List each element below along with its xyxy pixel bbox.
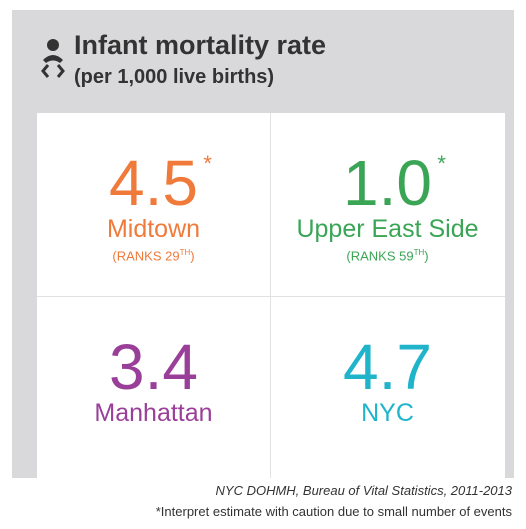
cell: 4.7 NYC bbox=[271, 335, 504, 427]
area-name: Midtown bbox=[106, 215, 201, 243]
value-row: 1.0 * bbox=[271, 151, 504, 215]
divider bbox=[37, 296, 505, 297]
title: Infant mortality rate bbox=[74, 30, 327, 60]
rank-text: (RANKS 59 bbox=[346, 248, 414, 264]
asterisk: * bbox=[437, 151, 446, 176]
cell: 4.5 * Midtown (RANKS 29TH) bbox=[37, 151, 270, 266]
rank-close: ) bbox=[190, 248, 195, 264]
grid: 4.5 * Midtown (RANKS 29TH) 1.0 * Upper East Si… bbox=[37, 113, 505, 478]
area-name: Upper East Side bbox=[296, 215, 479, 243]
rank-text: (RANKS 29 bbox=[112, 248, 180, 264]
cell: 3.4 Manhattan bbox=[37, 335, 270, 427]
divider bbox=[270, 113, 271, 478]
rank-ordinal: TH bbox=[179, 248, 191, 257]
value: 4.5 * bbox=[109, 147, 212, 219]
value-row: 4.7 bbox=[271, 335, 504, 399]
rank-ordinal: TH bbox=[413, 248, 425, 257]
value-row: 4.5 * bbox=[37, 151, 270, 215]
asterisk: * bbox=[203, 151, 212, 176]
footnote: *Interpret estimate with caution due to … bbox=[155, 504, 512, 519]
value: 3.4 bbox=[109, 331, 198, 403]
source: NYC DOHMH, Bureau of Vital Statistics, 2… bbox=[215, 483, 512, 498]
value-row: 3.4 bbox=[37, 335, 270, 399]
cell: 1.0 * Upper East Side (RANKS 59TH) bbox=[271, 151, 504, 266]
value: 1.0 * bbox=[343, 147, 446, 219]
rank: (RANKS 29TH) bbox=[37, 243, 270, 266]
baby-icon bbox=[41, 39, 65, 78]
area-name: Manhattan bbox=[94, 399, 213, 427]
value: 4.7 bbox=[343, 331, 432, 403]
subtitle: (per 1,000 live births) bbox=[74, 66, 275, 88]
rank-close: ) bbox=[424, 248, 429, 264]
area-name: NYC bbox=[361, 399, 414, 427]
rank: (RANKS 59TH) bbox=[271, 243, 504, 266]
